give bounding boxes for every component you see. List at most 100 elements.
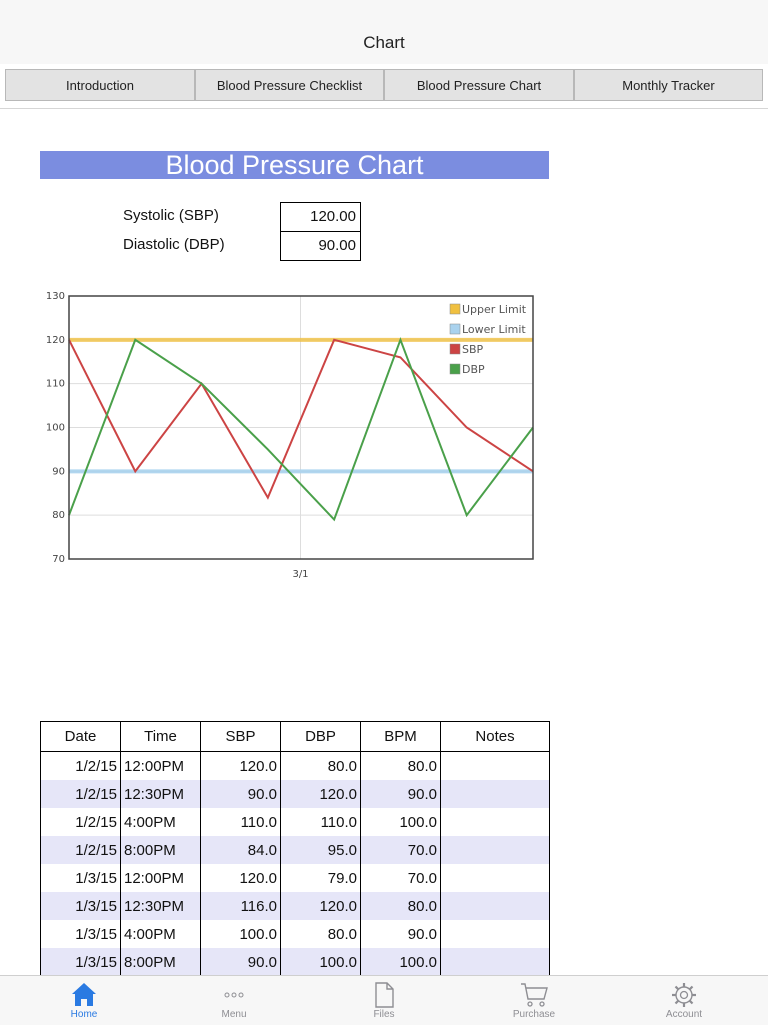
- cell-time[interactable]: 4:00PM: [120, 808, 201, 836]
- cell-bpm[interactable]: 100.0: [360, 808, 441, 836]
- cell-bpm[interactable]: 90.0: [360, 920, 441, 948]
- page-title: Chart: [363, 33, 405, 52]
- legend-swatch-dbp: [449, 363, 461, 375]
- header-notes: Notes: [440, 721, 550, 752]
- legend-label-dbp: DBP: [462, 363, 485, 376]
- cell-sbp[interactable]: 90.0: [200, 780, 281, 808]
- cell-sbp[interactable]: 120.0: [200, 751, 281, 780]
- more-icon: [224, 992, 244, 998]
- table-row: 1/3/15 8:00PM 90.0 100.0 100.0: [40, 948, 550, 976]
- cell-date[interactable]: 1/2/15: [40, 808, 121, 836]
- cell-sbp[interactable]: 110.0: [200, 808, 281, 836]
- table-row: 1/2/15 12:30PM 90.0 120.0 90.0: [40, 780, 550, 808]
- legend-label-upper-limit: Upper Limit: [462, 303, 527, 316]
- cell-dbp[interactable]: 100.0: [280, 948, 361, 976]
- y-tick-label: 70: [52, 554, 65, 565]
- tabbar-purchase[interactable]: Purchase: [484, 976, 584, 1025]
- cell-date[interactable]: 1/3/15: [40, 948, 121, 976]
- table-row: 1/3/15 12:00PM 120.0 79.0 70.0: [40, 864, 550, 892]
- chart-banner-title: Blood Pressure Chart: [40, 151, 549, 179]
- table-header-row: Date Time SBP DBP BPM Notes: [40, 721, 550, 752]
- y-tick-label: 120: [46, 335, 65, 346]
- cell-dbp[interactable]: 80.0: [280, 920, 361, 948]
- diastolic-input[interactable]: 90.00: [280, 231, 361, 261]
- readings-table: Date Time SBP DBP BPM Notes 1/2/15 12:00P…: [40, 721, 550, 976]
- cell-dbp[interactable]: 95.0: [280, 836, 361, 864]
- cell-date[interactable]: 1/2/15: [40, 780, 121, 808]
- cell-dbp[interactable]: 79.0: [280, 864, 361, 892]
- plot-border: [68, 295, 534, 560]
- y-tick-label: 110: [46, 379, 65, 390]
- cell-notes[interactable]: [440, 836, 550, 864]
- cell-time[interactable]: 12:00PM: [120, 751, 201, 780]
- tabbar-account[interactable]: Account: [634, 976, 734, 1025]
- x-tick-label: 3/1: [292, 569, 308, 580]
- cell-date[interactable]: 1/2/15: [40, 836, 121, 864]
- cell-sbp[interactable]: 90.0: [200, 948, 281, 976]
- tabbar-home[interactable]: Home: [34, 976, 134, 1025]
- tabbar-files[interactable]: Files: [334, 976, 434, 1025]
- tab-blood-pressure-checklist[interactable]: Blood Pressure Checklist: [195, 69, 384, 101]
- cell-bpm[interactable]: 80.0: [360, 751, 441, 780]
- cell-sbp[interactable]: 84.0: [200, 836, 281, 864]
- cell-bpm[interactable]: 70.0: [360, 864, 441, 892]
- tabbar-files-label: Files: [373, 1009, 395, 1020]
- header-sbp: SBP: [200, 721, 281, 752]
- cell-date[interactable]: 1/3/15: [40, 864, 121, 892]
- y-tick-label: 130: [46, 291, 65, 302]
- cell-sbp[interactable]: 120.0: [200, 864, 281, 892]
- cell-sbp[interactable]: 100.0: [200, 920, 281, 948]
- table-row: 1/3/15 4:00PM 100.0 80.0 90.0: [40, 920, 550, 948]
- header-bpm: BPM: [360, 721, 441, 752]
- cell-notes[interactable]: [440, 864, 550, 892]
- tabbar-menu-label: Menu: [221, 1009, 247, 1020]
- header-date: Date: [40, 721, 121, 752]
- legend-swatch-sbp: [449, 343, 461, 355]
- legend-label-lower-limit: Lower Limit: [462, 323, 526, 336]
- cell-notes[interactable]: [440, 751, 550, 780]
- cell-notes[interactable]: [440, 808, 550, 836]
- cell-notes[interactable]: [440, 920, 550, 948]
- legend-swatch-upper-limit: [449, 303, 461, 315]
- tab-monthly-tracker[interactable]: Monthly Tracker: [574, 69, 763, 101]
- cell-time[interactable]: 8:00PM: [120, 948, 201, 976]
- diastolic-label: Diastolic (DBP): [123, 236, 225, 253]
- cell-bpm[interactable]: 70.0: [360, 836, 441, 864]
- cell-time[interactable]: 8:00PM: [120, 836, 201, 864]
- bottom-tab-bar: Home Menu Files Purchase: [0, 975, 768, 1025]
- systolic-label: Systolic (SBP): [123, 207, 219, 224]
- cell-bpm[interactable]: 100.0: [360, 948, 441, 976]
- cell-date[interactable]: 1/3/15: [40, 892, 121, 920]
- series-line-dbp: [68, 336, 534, 522]
- systolic-input[interactable]: 120.00: [280, 202, 361, 232]
- legend-swatch-lower-limit: [449, 323, 461, 335]
- cell-notes[interactable]: [440, 892, 550, 920]
- home-icon: [72, 983, 96, 1006]
- cell-bpm[interactable]: 80.0: [360, 892, 441, 920]
- cell-bpm[interactable]: 90.0: [360, 780, 441, 808]
- cell-time[interactable]: 12:30PM: [120, 892, 201, 920]
- cell-dbp[interactable]: 120.0: [280, 780, 361, 808]
- tab-introduction[interactable]: Introduction: [5, 69, 195, 101]
- tabbar-menu[interactable]: Menu: [184, 976, 284, 1025]
- gear-icon: [672, 983, 696, 1007]
- table-row: 1/2/15 8:00PM 84.0 95.0 70.0: [40, 836, 550, 864]
- tabbar-home-label: Home: [70, 1009, 98, 1020]
- cell-time[interactable]: 12:30PM: [120, 780, 201, 808]
- tab-blood-pressure-chart[interactable]: Blood Pressure Chart: [384, 69, 574, 101]
- table-row: 1/3/15 12:30PM 116.0 120.0 80.0: [40, 892, 550, 920]
- cell-date[interactable]: 1/3/15: [40, 920, 121, 948]
- blood-pressure-chart: 130 120 110 100 90 80 70 3/1 Upper Limit Lower Li…: [46, 291, 534, 580]
- cell-dbp[interactable]: 120.0: [280, 892, 361, 920]
- cell-dbp[interactable]: 110.0: [280, 808, 361, 836]
- header-time: Time: [120, 721, 201, 752]
- cell-time[interactable]: 12:00PM: [120, 864, 201, 892]
- cell-dbp[interactable]: 80.0: [280, 751, 361, 780]
- cell-sbp[interactable]: 116.0: [200, 892, 281, 920]
- cart-icon: [521, 983, 548, 1007]
- cell-notes[interactable]: [440, 780, 550, 808]
- cell-date[interactable]: 1/2/15: [40, 751, 121, 780]
- cell-notes[interactable]: [440, 948, 550, 976]
- cell-time[interactable]: 4:00PM: [120, 920, 201, 948]
- y-tick-label: 90: [52, 466, 65, 477]
